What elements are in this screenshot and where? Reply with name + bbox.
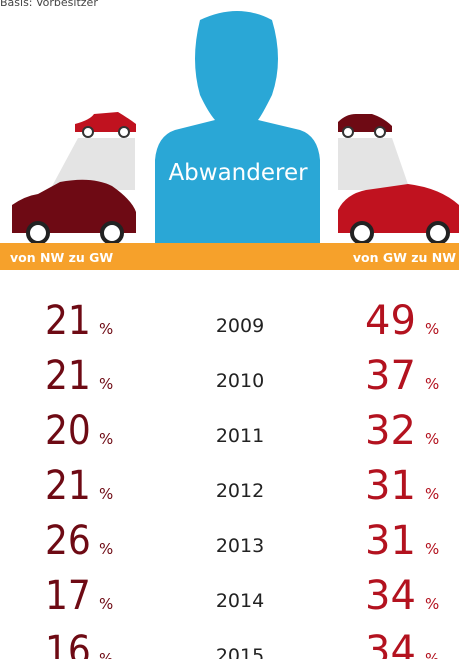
big-car-right [338, 184, 459, 243]
nw-to-gw-value: 21 [45, 353, 91, 399]
unit: % [99, 540, 113, 558]
small-car-right [338, 114, 392, 137]
year: 2013 [216, 535, 264, 557]
unit: % [425, 650, 439, 659]
year: 2011 [216, 425, 264, 447]
basis-note: Basis: Vorbesitzer [0, 0, 98, 9]
unit: % [99, 320, 113, 338]
nw-to-gw-value: 17 [45, 573, 91, 619]
nw-to-gw-value: 21 [45, 463, 91, 509]
beam-right [338, 138, 410, 190]
gw-to-nw-value: 34 [365, 628, 416, 659]
gw-to-nw-value: 32 [365, 408, 416, 454]
right-label: von GW zu NW [353, 250, 456, 265]
gw-to-nw-value: 37 [365, 353, 416, 399]
gw-to-nw-value: 34 [365, 573, 416, 619]
nw-to-gw-value: 20 [45, 408, 91, 454]
rows: 21% 2009 49% 21% 2010 37% 20% 2011 32% 21% 2012 31%… [45, 298, 439, 659]
figure-label: Abwanderer [168, 160, 308, 186]
gw-to-nw-value: 31 [365, 518, 416, 564]
unit: % [425, 320, 439, 338]
unit: % [425, 375, 439, 393]
unit: % [99, 485, 113, 503]
year: 2010 [216, 370, 264, 392]
unit: % [99, 595, 113, 613]
unit: % [425, 595, 439, 613]
year: 2015 [216, 645, 264, 659]
unit: % [99, 650, 113, 659]
year: 2014 [216, 590, 264, 612]
nw-to-gw-value: 16 [45, 628, 91, 659]
infographic: Basis: Vorbesitzer Abwanderer von NW zu … [0, 0, 459, 659]
year: 2009 [216, 315, 264, 337]
unit: % [425, 540, 439, 558]
unit: % [425, 485, 439, 503]
small-car-left [75, 112, 136, 137]
unit: % [99, 430, 113, 448]
gw-to-nw-value: 31 [365, 463, 416, 509]
unit: % [99, 375, 113, 393]
left-label: von NW zu GW [10, 250, 113, 265]
nw-to-gw-value: 21 [45, 298, 91, 344]
person-silhouette [155, 11, 320, 243]
year: 2012 [216, 480, 264, 502]
nw-to-gw-value: 26 [45, 518, 91, 564]
gw-to-nw-value: 49 [365, 298, 416, 344]
unit: % [425, 430, 439, 448]
